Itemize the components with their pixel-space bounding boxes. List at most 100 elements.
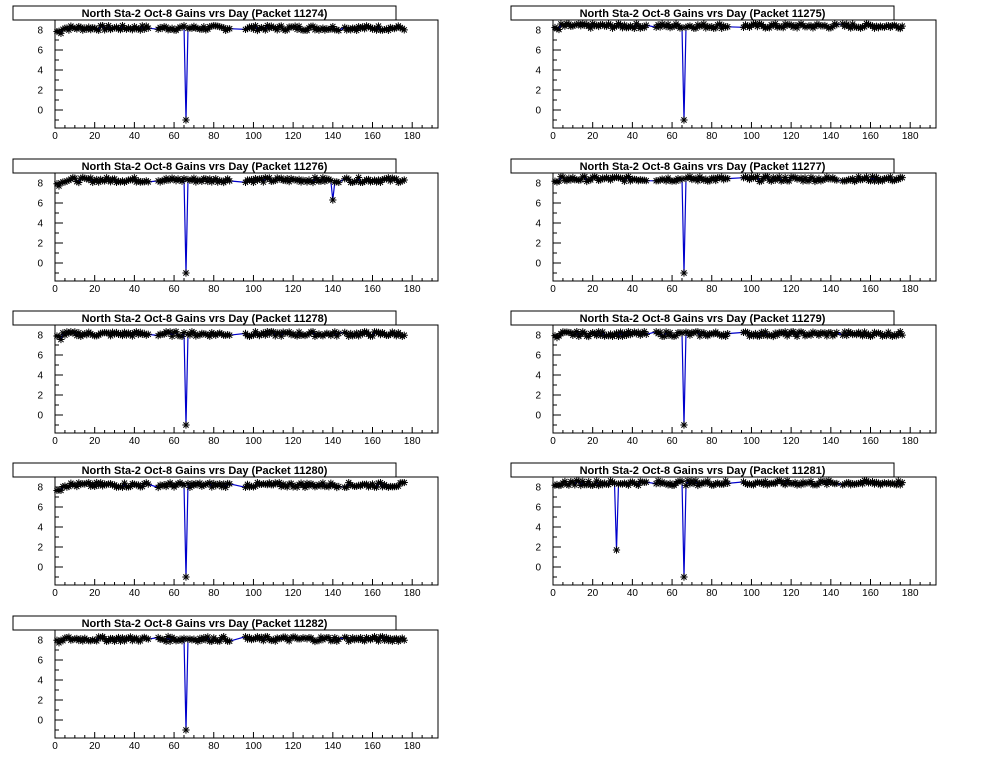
data-point <box>573 327 581 336</box>
data-point <box>829 479 837 487</box>
data-point <box>116 637 125 645</box>
data-point <box>595 481 603 490</box>
data-point <box>162 637 170 646</box>
data-point <box>606 21 615 29</box>
data-point <box>87 174 95 182</box>
data-point <box>222 331 230 339</box>
data-point <box>116 178 125 186</box>
data-point <box>600 332 609 340</box>
data-point <box>364 483 373 491</box>
data-point <box>216 329 224 337</box>
data-point <box>551 481 559 489</box>
data-point <box>868 173 877 181</box>
data-point <box>745 480 754 488</box>
data-point <box>108 24 117 33</box>
data-point <box>226 177 234 185</box>
data-point <box>368 177 377 185</box>
data-point <box>277 332 285 340</box>
data-point <box>781 328 789 336</box>
data-point <box>779 24 787 32</box>
y-tick-label: 8 <box>37 636 43 647</box>
x-tick-label: 100 <box>245 284 262 295</box>
data-point <box>656 23 664 31</box>
data-point <box>162 328 170 336</box>
x-tick-label: 180 <box>902 436 919 447</box>
data-point <box>591 480 599 488</box>
data-point <box>583 481 591 489</box>
data-point <box>682 328 690 336</box>
data-point <box>309 22 317 30</box>
x-tick-label: 140 <box>324 284 341 295</box>
data-point <box>396 178 404 186</box>
x-tick-label: 160 <box>862 131 879 142</box>
data-point <box>241 483 250 491</box>
data-point <box>345 332 353 340</box>
data-point <box>218 483 226 491</box>
y-tick-label: 8 <box>37 331 43 342</box>
x-tick-label: 40 <box>129 436 141 447</box>
data-point <box>696 332 704 340</box>
data-point <box>636 477 644 485</box>
y-tick-label: 0 <box>37 716 43 727</box>
data-point <box>595 328 603 336</box>
data-point <box>81 480 89 488</box>
plot-frame <box>552 476 937 586</box>
data-point <box>249 178 258 187</box>
data-point <box>658 175 666 183</box>
data-point <box>343 174 351 182</box>
data-point <box>164 480 172 488</box>
plot-frame <box>54 324 439 434</box>
data-point <box>128 480 136 488</box>
data-point <box>299 634 307 642</box>
data-point <box>398 332 406 341</box>
x-tick-label: 60 <box>667 588 679 599</box>
data-point <box>612 546 621 554</box>
data-point <box>335 178 343 187</box>
data-point <box>212 636 220 644</box>
data-point <box>386 634 394 643</box>
data-point <box>83 175 91 183</box>
data-point <box>116 482 125 491</box>
data-point <box>198 636 206 644</box>
data-point <box>114 633 123 642</box>
data-point <box>555 177 563 185</box>
data-point <box>839 331 847 339</box>
data-point <box>811 177 819 186</box>
data-point <box>176 332 184 340</box>
data-point <box>795 21 803 29</box>
y-tick-label: 8 <box>37 483 43 494</box>
data-point <box>660 176 668 184</box>
data-point <box>886 173 894 181</box>
x-tick-label: 80 <box>706 588 718 599</box>
data-point <box>285 178 293 186</box>
data-point <box>214 480 222 488</box>
data-point <box>275 175 283 183</box>
x-tick-label: 180 <box>902 131 919 142</box>
data-point <box>706 23 714 31</box>
data-point <box>184 330 192 338</box>
data-point <box>186 635 194 643</box>
x-tick-label: 140 <box>822 131 839 142</box>
data-point <box>261 26 269 34</box>
data-point <box>79 637 87 645</box>
chart-title: North Sta-2 Oct-8 Gains vrs Day (Packet … <box>82 313 328 325</box>
plot-frame <box>54 476 439 586</box>
data-point <box>855 173 863 181</box>
data-point <box>99 22 107 30</box>
data-point <box>706 480 714 488</box>
data-point <box>222 483 230 492</box>
x-tick-label: 20 <box>89 741 101 752</box>
data-point <box>214 22 222 30</box>
data-point <box>140 25 148 33</box>
data-point <box>589 329 597 337</box>
data-point <box>285 637 293 645</box>
data-point <box>626 22 634 30</box>
y-tick-label: 4 <box>37 676 43 687</box>
y-tick-label: 0 <box>37 563 43 574</box>
data-point <box>690 329 698 337</box>
data-point <box>372 26 381 34</box>
data-point <box>156 481 164 489</box>
data-point <box>821 477 829 486</box>
data-point <box>245 332 254 340</box>
plot-frame <box>54 19 439 129</box>
